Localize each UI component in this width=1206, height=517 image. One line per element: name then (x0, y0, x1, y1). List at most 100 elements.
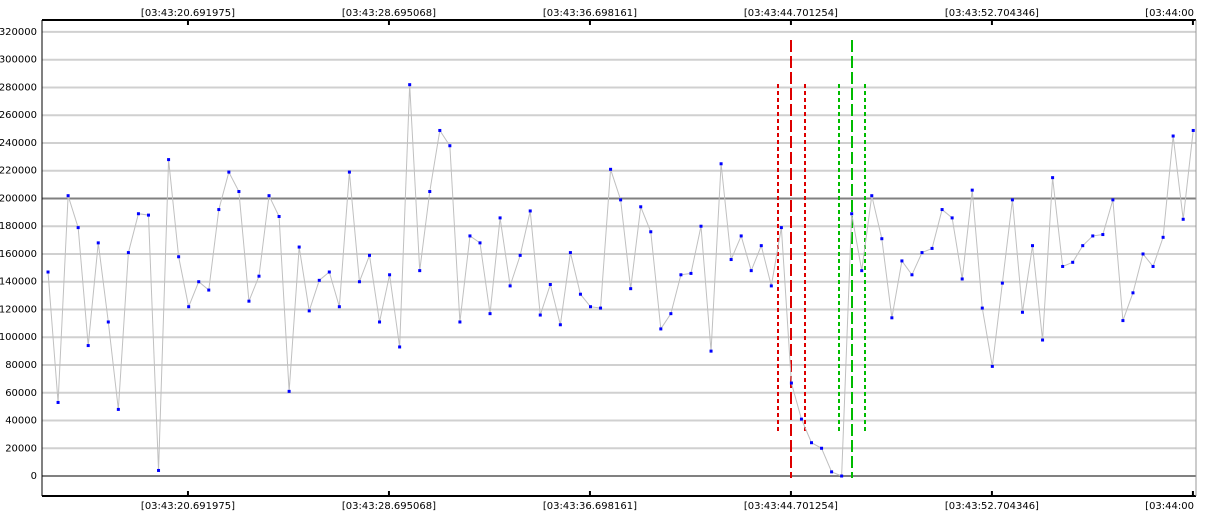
data-point (146, 213, 150, 217)
y-tick-label: 200000 (0, 193, 37, 204)
data-point (609, 167, 613, 171)
x-tick-label-bottom: [03:43:20.691975] (141, 501, 235, 512)
data-point (920, 251, 924, 255)
x-tick-label-top: [03:43:28.695068] (342, 8, 436, 19)
x-tick-label-top: [03:43:44.701254] (744, 8, 838, 19)
data-point (197, 280, 201, 284)
data-point (840, 474, 844, 478)
data-point (428, 190, 432, 194)
data-point (498, 216, 502, 220)
data-point (518, 253, 522, 257)
data-point (508, 284, 512, 288)
data-point (980, 306, 984, 310)
data-point (970, 188, 974, 192)
data-point (1000, 281, 1004, 285)
x-tick-label-top: [03:44:00 (1145, 8, 1194, 19)
x-tick-label-bottom: [03:43:44.701254] (744, 501, 838, 512)
data-point (237, 190, 241, 194)
data-point (1091, 234, 1095, 238)
data-point (619, 198, 623, 202)
data-point (177, 255, 181, 259)
data-point (588, 305, 592, 309)
data-point (1041, 338, 1045, 342)
data-point (950, 216, 954, 220)
y-tick-label: 280000 (0, 82, 37, 93)
data-point (578, 292, 582, 296)
data-point (709, 349, 713, 353)
data-point (649, 230, 653, 234)
y-tick-label: 300000 (0, 55, 37, 66)
data-point (357, 280, 361, 284)
data-point (1031, 244, 1035, 248)
data-point (76, 226, 80, 230)
data-point (870, 194, 874, 198)
y-tick-label: 100000 (0, 332, 37, 343)
y-tick-label: 220000 (0, 166, 37, 177)
x-tick-label-bottom: [03:44:00 (1145, 501, 1194, 512)
data-point (799, 417, 803, 421)
data-point (167, 158, 171, 162)
data-point (538, 313, 542, 317)
data-point (960, 277, 964, 281)
data-point (1010, 198, 1014, 202)
data-point (850, 212, 854, 216)
data-point (1161, 235, 1165, 239)
data-point (307, 309, 311, 313)
data-point (739, 234, 743, 238)
data-point (217, 208, 221, 212)
data-point (1020, 310, 1024, 314)
data-point (629, 287, 633, 291)
data-point (247, 299, 251, 303)
data-point (729, 258, 733, 262)
data-point (126, 251, 130, 255)
data-point (1171, 134, 1175, 138)
data-point (779, 226, 783, 230)
x-tick-label-top: [03:43:52.704346] (945, 8, 1039, 19)
y-tick-label: 260000 (0, 110, 37, 121)
data-point (659, 327, 663, 331)
data-point (96, 241, 100, 245)
data-point (207, 288, 211, 292)
data-point (388, 273, 392, 277)
data-point (568, 251, 572, 255)
y-tick-label: 20000 (5, 443, 37, 454)
data-point (408, 83, 412, 87)
y-tick-label: 120000 (0, 304, 37, 315)
y-tick-label: 160000 (0, 249, 37, 260)
data-point (930, 246, 934, 250)
data-point (810, 441, 814, 445)
data-point (890, 316, 894, 320)
data-point (1151, 264, 1155, 268)
data-point (910, 273, 914, 277)
data-point (187, 305, 191, 309)
data-point (759, 244, 763, 248)
data-point (1051, 176, 1055, 180)
data-point (820, 446, 824, 450)
data-point (769, 284, 773, 288)
data-point (478, 241, 482, 245)
data-point (860, 269, 864, 273)
data-point (669, 312, 673, 316)
data-point (699, 224, 703, 228)
data-point (1191, 128, 1195, 132)
data-point (528, 209, 532, 213)
data-point (679, 273, 683, 277)
data-point (1181, 217, 1185, 221)
data-point (1081, 244, 1085, 248)
data-point (66, 194, 70, 198)
data-point (1131, 291, 1135, 295)
data-point (277, 215, 281, 219)
data-point (56, 400, 60, 404)
data-point (418, 269, 422, 273)
data-point (940, 208, 944, 212)
grid (42, 30, 1196, 478)
data-point (378, 320, 382, 324)
data-point (1121, 319, 1125, 323)
data-point (367, 253, 371, 257)
data-point (830, 470, 834, 474)
data-point (689, 271, 693, 275)
y-tick-label: 80000 (5, 360, 37, 371)
data-point (287, 389, 291, 393)
data-point (398, 345, 402, 349)
